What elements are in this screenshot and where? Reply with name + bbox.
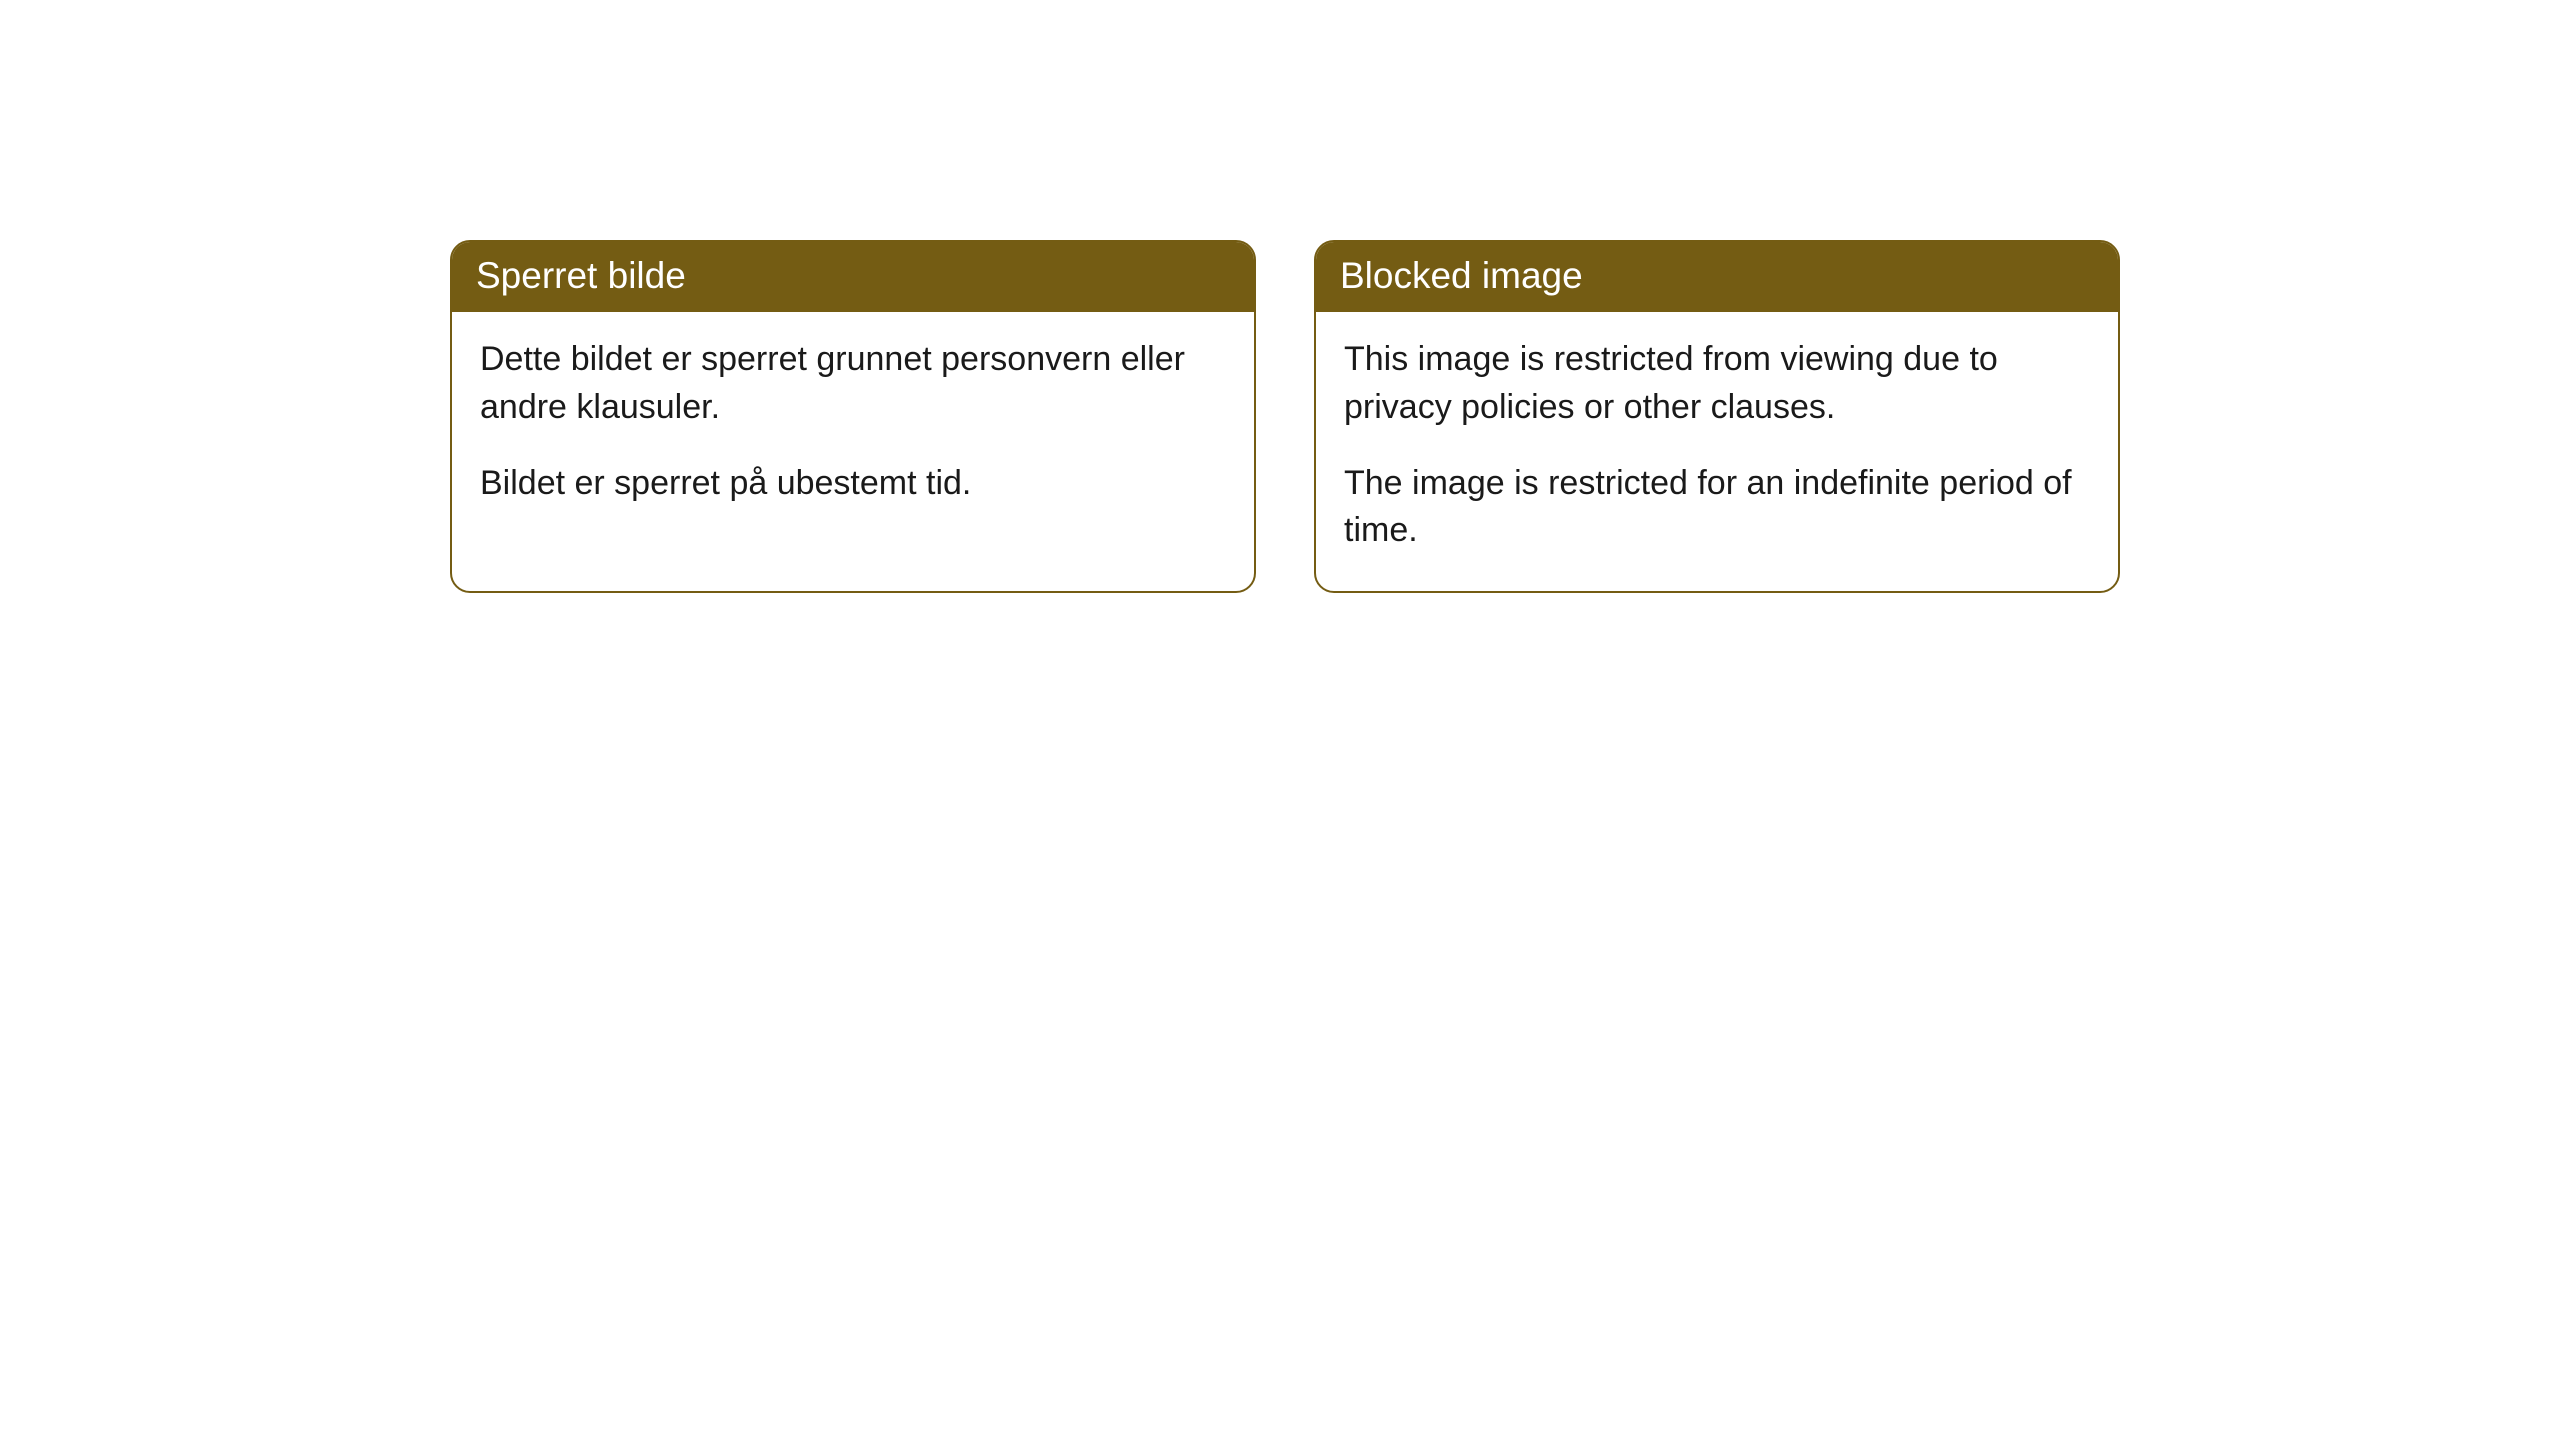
card-title: Blocked image bbox=[1340, 255, 1583, 296]
card-english: Blocked image This image is restricted f… bbox=[1314, 240, 2120, 593]
card-body-english: This image is restricted from viewing du… bbox=[1316, 312, 2118, 590]
card-paragraph: Dette bildet er sperret grunnet personve… bbox=[480, 336, 1226, 431]
card-row: Sperret bilde Dette bildet er sperret gr… bbox=[450, 240, 2120, 593]
card-paragraph: Bildet er sperret på ubestemt tid. bbox=[480, 460, 1226, 508]
card-header-norwegian: Sperret bilde bbox=[452, 242, 1254, 312]
card-norwegian: Sperret bilde Dette bildet er sperret gr… bbox=[450, 240, 1256, 593]
card-title: Sperret bilde bbox=[476, 255, 686, 296]
card-paragraph: The image is restricted for an indefinit… bbox=[1344, 460, 2090, 555]
card-header-english: Blocked image bbox=[1316, 242, 2118, 312]
card-body-norwegian: Dette bildet er sperret grunnet personve… bbox=[452, 312, 1254, 543]
card-paragraph: This image is restricted from viewing du… bbox=[1344, 336, 2090, 431]
